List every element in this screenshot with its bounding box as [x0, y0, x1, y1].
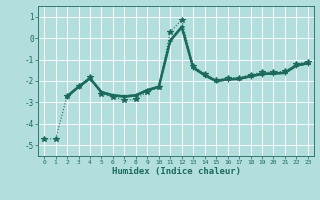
X-axis label: Humidex (Indice chaleur): Humidex (Indice chaleur)	[111, 167, 241, 176]
